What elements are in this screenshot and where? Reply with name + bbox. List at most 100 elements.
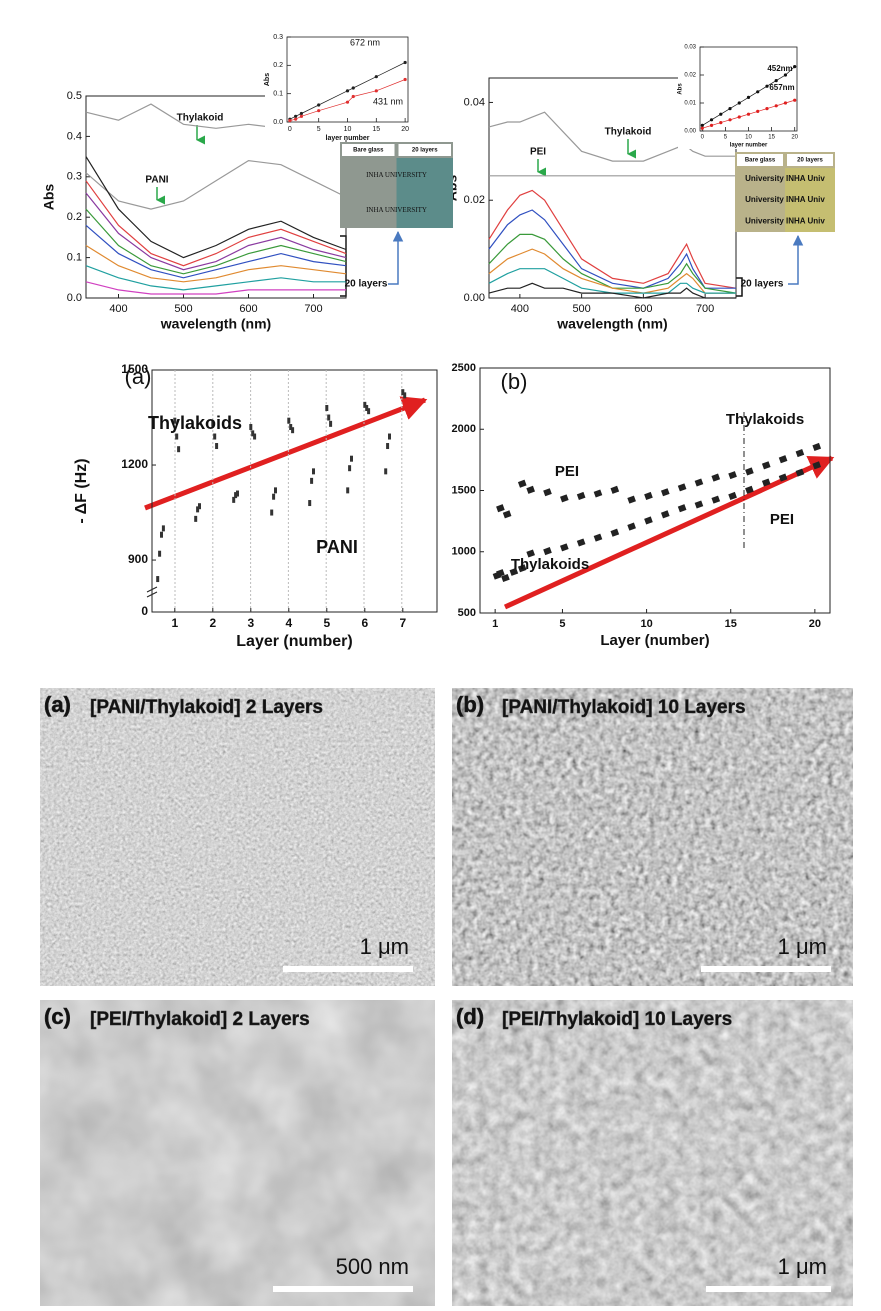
series-label: 657nm	[769, 83, 794, 92]
point	[211, 420, 215, 427]
annotation: (b)	[501, 369, 528, 394]
x-axis-label: layer number	[326, 135, 370, 142]
point	[774, 104, 778, 108]
series-line	[488, 248, 736, 294]
point	[783, 73, 788, 77]
point	[365, 405, 369, 412]
scale-bar	[273, 1286, 413, 1292]
x-tick-label: 500	[174, 303, 192, 315]
series-line	[488, 282, 736, 299]
point	[317, 109, 321, 113]
y-tick-label: 2500	[452, 362, 476, 374]
point	[294, 117, 298, 121]
point	[593, 489, 603, 498]
point	[711, 495, 721, 504]
point	[346, 487, 350, 494]
trend-arrow	[144, 396, 428, 511]
x-tick-label: 5	[317, 126, 321, 133]
y-tick-label: 1200	[121, 457, 148, 471]
x-axis-label: Layer (number)	[600, 632, 709, 649]
y-tick-label: 0.3	[273, 34, 283, 41]
point	[345, 89, 350, 93]
point	[746, 112, 751, 116]
point	[215, 443, 219, 450]
sem-image	[452, 688, 853, 986]
point	[576, 538, 586, 547]
point	[795, 449, 805, 458]
x-tick-label: 7	[399, 616, 406, 630]
point	[576, 491, 586, 500]
sem-image	[40, 1000, 435, 1306]
y-tick-label: 0.02	[464, 194, 485, 206]
x-axis-label: layer number	[730, 143, 768, 149]
glass-text: INHA UNIVERSITY	[366, 206, 427, 214]
point	[543, 488, 552, 497]
scale-bar	[706, 1286, 831, 1292]
point	[325, 405, 329, 412]
point	[700, 126, 704, 130]
point	[345, 100, 350, 104]
series-line	[488, 233, 737, 294]
y-tick-label: 0.00	[464, 292, 485, 304]
point	[351, 86, 355, 90]
point	[812, 442, 822, 451]
x-tick-label: 5	[724, 135, 728, 141]
x-tick-label: 700	[304, 303, 322, 315]
point	[700, 123, 704, 127]
y-axis-label: Abs	[41, 184, 57, 211]
x-tick-label: 20	[401, 126, 409, 133]
series-label: 672 nm	[350, 37, 380, 47]
point	[348, 465, 352, 472]
panel-title: [PANI/Thylakoid] 2 Layers	[90, 697, 323, 718]
x-tick-label: 20	[809, 618, 821, 630]
point	[496, 504, 505, 513]
y-axis-label: - ΔF (Hz)	[73, 458, 90, 523]
point	[778, 473, 788, 482]
y-tick-label: 0.00	[684, 129, 696, 135]
panel-title: [PEI/Thylakoid] 2 Layers	[90, 1009, 310, 1030]
y-tick-label: 0.5	[67, 90, 82, 102]
y-tick-label: 0.01	[684, 101, 696, 107]
annotation: PEI	[770, 511, 794, 528]
point	[677, 483, 687, 492]
point	[728, 471, 737, 480]
chart: 0 5 10 15 20 0.00 0.01 0.02 0.03 layer number Abs 4…	[678, 41, 805, 149]
point	[765, 107, 769, 111]
point	[403, 392, 407, 399]
point	[517, 564, 527, 573]
x-tick-label: 5	[323, 616, 330, 630]
point	[496, 569, 505, 578]
point	[719, 121, 723, 125]
series-line	[85, 208, 347, 275]
header-text: 20 layers	[412, 148, 438, 154]
annotation: Thylakoid	[605, 127, 652, 138]
connector	[788, 234, 804, 285]
annotation: PEI	[530, 147, 546, 158]
y-axis-label: Abs	[264, 73, 271, 86]
x-tick-label: 15	[768, 135, 775, 141]
x-tick-label: 400	[109, 303, 127, 315]
annotation: 20 layers	[741, 279, 784, 290]
panel-title: [PANI/Thylakoid] 10 Layers	[502, 697, 746, 718]
series-line	[85, 180, 347, 267]
y-tick-label: 0.02	[684, 73, 696, 79]
point	[350, 455, 353, 462]
point	[745, 467, 754, 476]
glass-text: INHA UNIVERSITY	[366, 171, 427, 179]
glass-text: University INHA Univ	[745, 195, 825, 204]
x-tick-label: 0	[701, 135, 705, 141]
point	[627, 495, 636, 504]
y-tick-label: 500	[458, 607, 476, 619]
point	[272, 493, 276, 500]
annotation: Thylakoids	[511, 556, 589, 573]
point	[694, 500, 704, 509]
y-tick-label: 1500	[121, 362, 148, 376]
point	[783, 101, 788, 105]
y-tick-label: 0	[141, 604, 148, 618]
sem-image	[452, 1000, 853, 1306]
point	[288, 118, 292, 123]
point	[728, 107, 732, 111]
x-tick-label: 600	[634, 303, 652, 315]
sem-panel: (a) [PANI/Thylakoid] 2 Layers 1 μm	[40, 688, 435, 986]
